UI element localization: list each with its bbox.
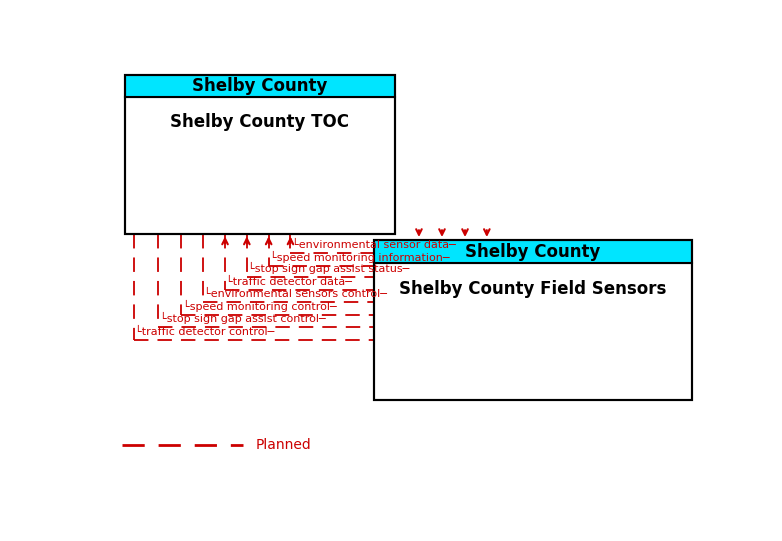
Text: └speed monitoring control─: └speed monitoring control─: [183, 300, 336, 312]
Text: Shelby County: Shelby County: [465, 242, 601, 261]
Bar: [125, 97, 395, 234]
Bar: [374, 240, 692, 263]
Text: └speed monitoring information─: └speed monitoring information─: [270, 250, 450, 263]
Text: └environmental sensors control─: └environmental sensors control─: [204, 289, 387, 300]
Bar: [125, 75, 395, 234]
Bar: [374, 240, 692, 400]
Text: └traffic detector control─: └traffic detector control─: [135, 327, 274, 337]
Bar: [374, 263, 692, 400]
Text: └traffic detector data─: └traffic detector data─: [226, 277, 352, 287]
Text: Shelby County TOC: Shelby County TOC: [170, 114, 350, 131]
Text: └stop sign gap assist status─: └stop sign gap assist status─: [248, 262, 410, 274]
Text: └environmental sensor data─: └environmental sensor data─: [292, 240, 456, 250]
Text: Planned: Planned: [256, 438, 311, 452]
Text: Shelby County Field Sensors: Shelby County Field Sensors: [399, 280, 666, 298]
Text: Shelby County: Shelby County: [192, 77, 328, 95]
Text: └stop sign gap assist control─: └stop sign gap assist control─: [160, 312, 325, 325]
Bar: [125, 75, 395, 97]
